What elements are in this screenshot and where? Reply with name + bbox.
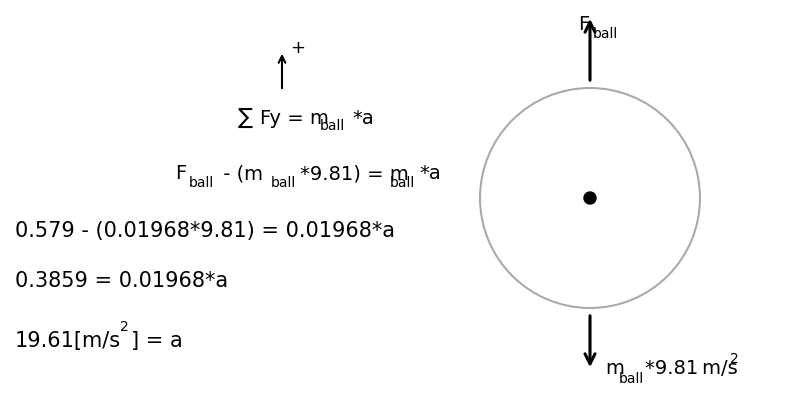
Text: +: + [290, 39, 305, 57]
Text: ball: ball [390, 176, 415, 190]
Text: *a: *a [352, 109, 374, 128]
Text: *9.81) = m: *9.81) = m [300, 164, 409, 183]
Text: ball: ball [320, 119, 346, 133]
Text: 19.61[m/s: 19.61[m/s [15, 331, 121, 351]
Text: 2: 2 [120, 320, 129, 334]
Text: ∑: ∑ [238, 108, 253, 128]
Text: ball: ball [189, 176, 214, 190]
Text: Fy = m: Fy = m [260, 109, 329, 128]
Text: - (m: - (m [217, 164, 263, 183]
Text: ball: ball [619, 372, 644, 386]
Text: *9.81 m/s: *9.81 m/s [645, 359, 738, 378]
Circle shape [584, 192, 596, 204]
Text: 2: 2 [730, 352, 738, 366]
Text: F: F [578, 15, 590, 34]
Text: m: m [605, 359, 624, 378]
Text: ball: ball [593, 27, 618, 41]
Text: *a: *a [419, 164, 441, 183]
Text: 0.579 - (0.01968*9.81) = 0.01968*a: 0.579 - (0.01968*9.81) = 0.01968*a [15, 221, 395, 241]
Text: ] = a: ] = a [131, 331, 182, 351]
Text: 0.3859 = 0.01968*a: 0.3859 = 0.01968*a [15, 271, 228, 291]
Text: F: F [175, 164, 186, 183]
Text: ball: ball [271, 176, 296, 190]
